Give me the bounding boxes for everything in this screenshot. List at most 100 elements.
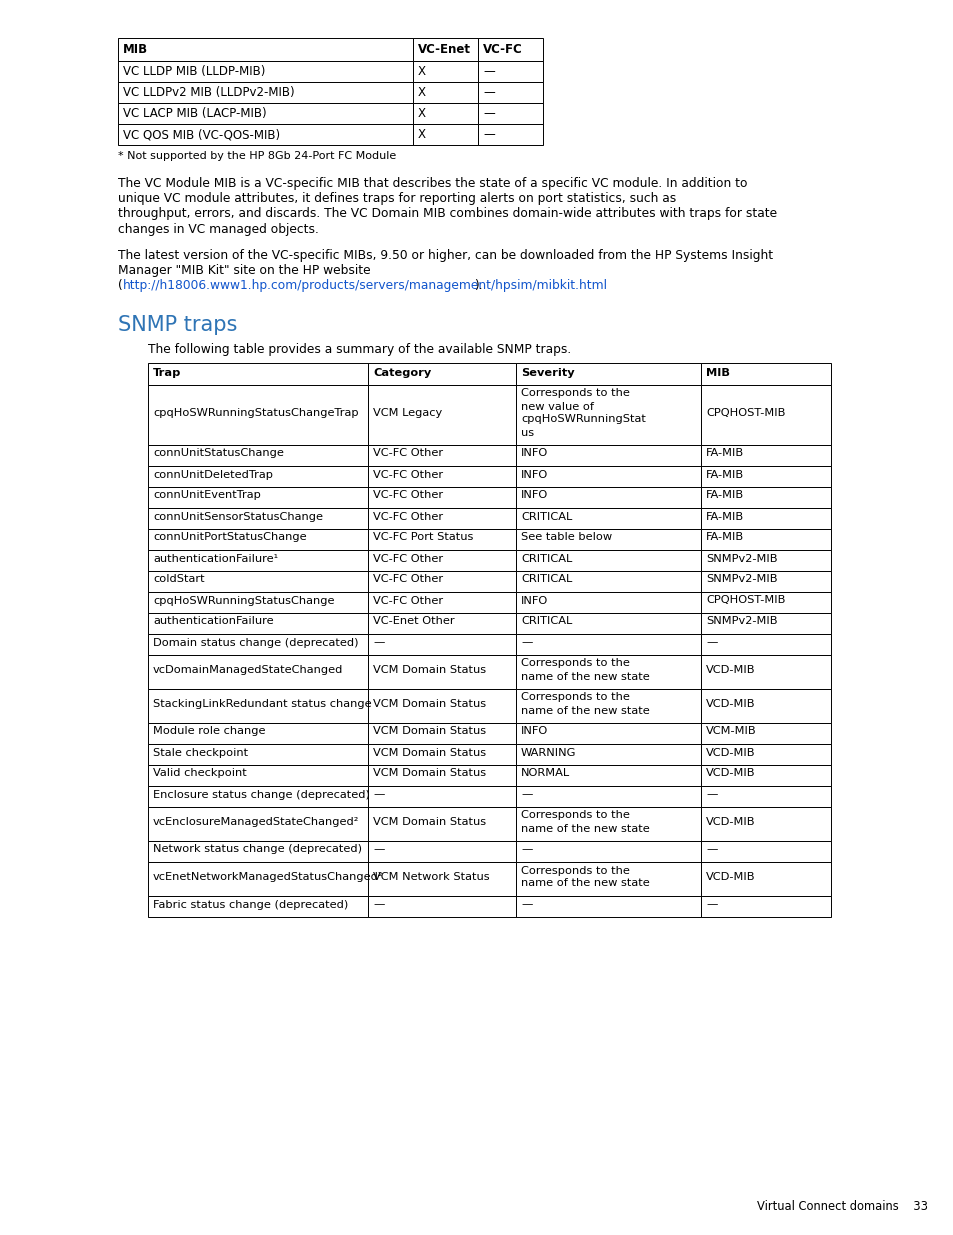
Bar bbox=[148, 613, 368, 634]
Text: VCD-MIB: VCD-MIB bbox=[705, 818, 755, 827]
Text: StackingLinkRedundant status change: StackingLinkRedundant status change bbox=[152, 699, 372, 709]
Text: authenticationFailure: authenticationFailure bbox=[152, 616, 274, 626]
Text: VCM Domain Status: VCM Domain Status bbox=[373, 818, 486, 827]
Bar bbox=[516, 722, 700, 743]
Text: FA-MIB: FA-MIB bbox=[705, 532, 743, 542]
Text: INFO: INFO bbox=[520, 448, 548, 458]
Bar bbox=[700, 722, 830, 743]
Bar bbox=[516, 487, 700, 508]
Text: connUnitStatusChange: connUnitStatusChange bbox=[152, 448, 284, 458]
Text: cpqHoSWRunningStatusChange: cpqHoSWRunningStatusChange bbox=[152, 595, 335, 605]
Text: authenticationFailure¹: authenticationFailure¹ bbox=[152, 553, 278, 563]
Text: INFO: INFO bbox=[520, 595, 548, 605]
Text: —: — bbox=[482, 128, 495, 141]
Text: name of the new state: name of the new state bbox=[520, 824, 649, 834]
Bar bbox=[516, 508, 700, 529]
Text: FA-MIB: FA-MIB bbox=[705, 448, 743, 458]
Text: VCM Domain Status: VCM Domain Status bbox=[373, 726, 486, 736]
Text: VC-Enet: VC-Enet bbox=[417, 43, 471, 56]
Bar bbox=[477, 82, 542, 103]
Text: —: — bbox=[482, 65, 495, 78]
Bar bbox=[148, 445, 368, 466]
Bar bbox=[700, 508, 830, 529]
Bar bbox=[700, 841, 830, 862]
Bar bbox=[368, 487, 516, 508]
Bar bbox=[368, 841, 516, 862]
Text: throughput, errors, and discards. The VC Domain MIB combines domain-wide attribu: throughput, errors, and discards. The VC… bbox=[118, 207, 777, 221]
Text: VCM Domain Status: VCM Domain Status bbox=[373, 768, 486, 778]
Text: unique VC module attributes, it defines traps for reporting alerts on port stati: unique VC module attributes, it defines … bbox=[118, 191, 676, 205]
Bar bbox=[413, 61, 477, 82]
Bar bbox=[516, 862, 700, 895]
Bar bbox=[118, 61, 413, 82]
Bar bbox=[368, 571, 516, 592]
Text: The latest version of the VC-specific MIBs, 9.50 or higher, can be downloaded fr: The latest version of the VC-specific MI… bbox=[118, 248, 772, 262]
Bar bbox=[368, 722, 516, 743]
Text: Severity: Severity bbox=[520, 368, 574, 378]
Bar bbox=[148, 688, 368, 722]
Bar bbox=[118, 103, 413, 124]
Bar bbox=[516, 634, 700, 655]
Text: VCM Legacy: VCM Legacy bbox=[373, 408, 442, 417]
Bar bbox=[477, 61, 542, 82]
Bar bbox=[700, 764, 830, 785]
Bar bbox=[148, 785, 368, 806]
Text: Manager "MIB Kit" site on the HP website: Manager "MIB Kit" site on the HP website bbox=[118, 264, 370, 277]
Bar bbox=[700, 445, 830, 466]
Bar bbox=[148, 466, 368, 487]
Text: —: — bbox=[373, 637, 384, 647]
Bar bbox=[368, 743, 516, 764]
Text: VCM-MIB: VCM-MIB bbox=[705, 726, 756, 736]
Text: —: — bbox=[705, 899, 717, 909]
Bar bbox=[700, 466, 830, 487]
Text: SNMPv2-MIB: SNMPv2-MIB bbox=[705, 574, 777, 584]
Text: Enclosure status change (deprecated): Enclosure status change (deprecated) bbox=[152, 789, 370, 799]
Bar bbox=[368, 613, 516, 634]
Text: vcEnclosureManagedStateChanged²: vcEnclosureManagedStateChanged² bbox=[152, 818, 359, 827]
Bar bbox=[413, 124, 477, 144]
Bar bbox=[700, 613, 830, 634]
Text: ).: ). bbox=[474, 279, 482, 293]
Text: Virtual Connect domains    33: Virtual Connect domains 33 bbox=[757, 1200, 927, 1213]
Text: FA-MIB: FA-MIB bbox=[705, 469, 743, 479]
Bar bbox=[148, 363, 368, 384]
Bar bbox=[516, 806, 700, 841]
Text: CRITICAL: CRITICAL bbox=[520, 553, 572, 563]
Text: CPQHOST-MIB: CPQHOST-MIB bbox=[705, 408, 784, 417]
Text: Corresponds to the: Corresponds to the bbox=[520, 389, 629, 399]
Text: The VC Module MIB is a VC-specific MIB that describes the state of a specific VC: The VC Module MIB is a VC-specific MIB t… bbox=[118, 177, 747, 189]
Bar bbox=[148, 571, 368, 592]
Text: VC-FC Other: VC-FC Other bbox=[373, 511, 442, 521]
Text: —: — bbox=[705, 845, 717, 855]
Bar bbox=[148, 487, 368, 508]
Text: Domain status change (deprecated): Domain status change (deprecated) bbox=[152, 637, 358, 647]
Bar bbox=[516, 785, 700, 806]
Text: —: — bbox=[705, 637, 717, 647]
Text: VC-FC Other: VC-FC Other bbox=[373, 595, 442, 605]
Text: X: X bbox=[417, 86, 426, 99]
Bar bbox=[700, 743, 830, 764]
Text: connUnitDeletedTrap: connUnitDeletedTrap bbox=[152, 469, 273, 479]
Bar bbox=[413, 103, 477, 124]
Bar bbox=[368, 508, 516, 529]
Text: X: X bbox=[417, 65, 426, 78]
Bar bbox=[700, 806, 830, 841]
Text: —: — bbox=[482, 107, 495, 120]
Text: Corresponds to the: Corresponds to the bbox=[520, 693, 629, 703]
Text: VC-FC Port Status: VC-FC Port Status bbox=[373, 532, 473, 542]
Bar bbox=[148, 743, 368, 764]
Bar bbox=[477, 38, 542, 61]
Bar bbox=[516, 764, 700, 785]
Bar bbox=[700, 655, 830, 688]
Bar bbox=[700, 688, 830, 722]
Bar bbox=[516, 743, 700, 764]
Text: X: X bbox=[417, 128, 426, 141]
Text: VCM Domain Status: VCM Domain Status bbox=[373, 664, 486, 676]
Bar bbox=[700, 363, 830, 384]
Text: name of the new state: name of the new state bbox=[520, 672, 649, 682]
Bar bbox=[516, 466, 700, 487]
Bar bbox=[700, 571, 830, 592]
Text: VC-Enet Other: VC-Enet Other bbox=[373, 616, 455, 626]
Bar bbox=[148, 508, 368, 529]
Text: Module role change: Module role change bbox=[152, 726, 265, 736]
